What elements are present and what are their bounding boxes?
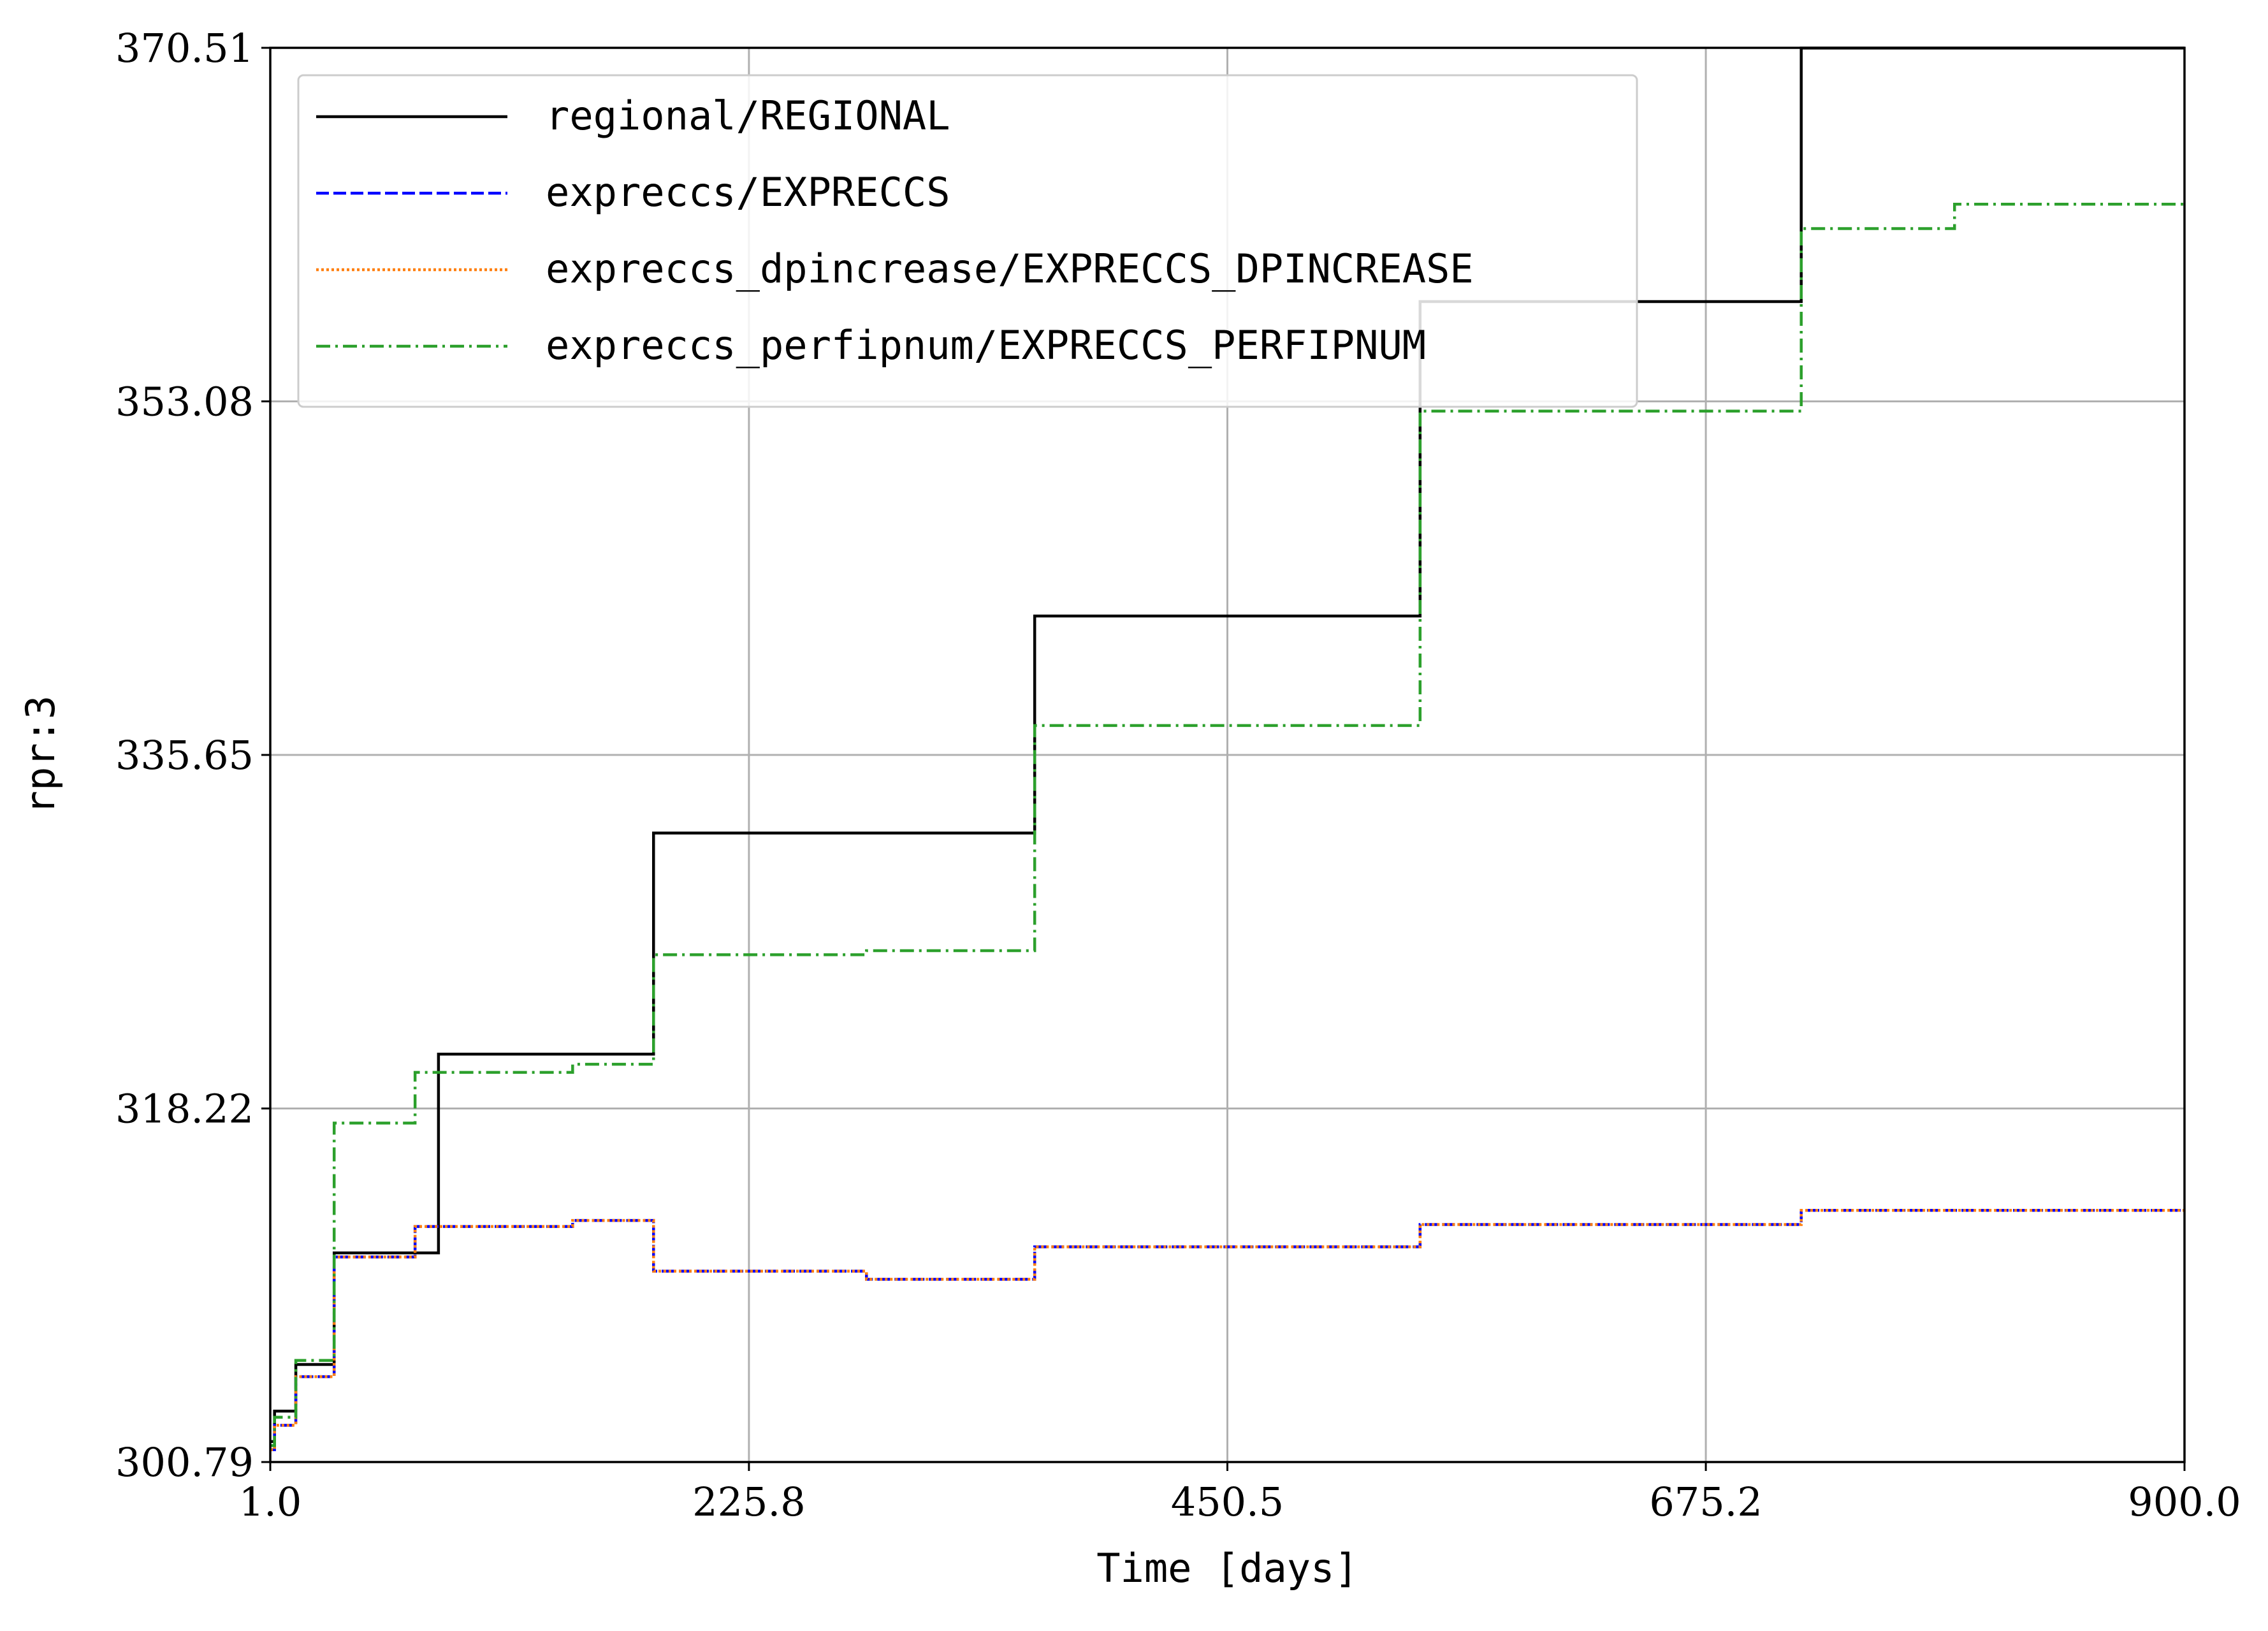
y-tick-label: 318.22 (115, 1086, 254, 1132)
legend-label-3: expreccs_perfipnum/EXPRECCS_PERFIPNUM (546, 322, 1426, 369)
x-tick-label: 225.8 (692, 1479, 806, 1525)
legend-label-1: expreccs/EXPRECCS (546, 169, 950, 216)
y-tick-label: 353.08 (115, 379, 254, 425)
legend-box (297, 74, 1638, 408)
y-tick-label: 335.65 (115, 732, 254, 779)
x-tick-label: 450.5 (1171, 1479, 1284, 1525)
legend: regional/REGIONAL expreccs/EXPRECCS exprec… (297, 74, 1638, 408)
x-tick-label: 1.0 (239, 1479, 302, 1525)
series-line-2 (270, 1208, 2184, 1451)
y-axis-label: rpr:3 (17, 696, 64, 815)
series-line-3 (270, 203, 2184, 1447)
y-tick-label: 370.51 (115, 25, 254, 71)
x-tick-label: 675.2 (1649, 1479, 1763, 1525)
legend-label-2: expreccs_dpincrease/EXPRECCS_DPINCREASE (546, 245, 1474, 292)
y-tick-label: 300.79 (115, 1439, 254, 1486)
x-tick-label: 900.0 (2128, 1479, 2241, 1525)
x-axis-label: Time [days] (1096, 1545, 1358, 1591)
legend-label-0: regional/REGIONAL (546, 92, 950, 139)
ticks: 1.0 225.8 450.5 675.2 900.0 300.79 318.22 335.6… (115, 25, 2241, 1525)
